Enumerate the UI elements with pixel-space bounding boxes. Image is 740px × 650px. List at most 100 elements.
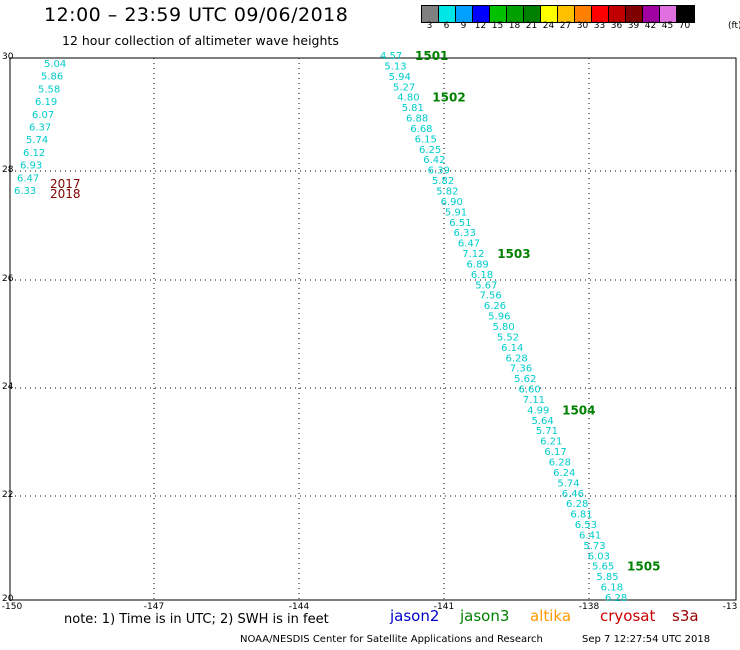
colorbar-unit: (ft): [728, 21, 740, 31]
colorbar-swatch: [456, 6, 473, 22]
wave-height-value: 6.28: [505, 353, 527, 364]
wave-height-value: 6.28: [549, 458, 571, 469]
longitude-tick-label: -13: [722, 602, 738, 612]
colorbar-swatch: [558, 6, 575, 22]
wave-height-value: 6.81: [570, 510, 592, 521]
wave-height-value: 6.03: [588, 551, 610, 562]
longitude-tick-label: -141: [433, 602, 455, 612]
colorbar-labels: 3 6 9 12 15 18 21 24 27 30 33 36 39 42 45 70: [421, 21, 693, 35]
satellite-legend-entry: jason3: [460, 607, 510, 625]
wave-height-value: 5.27: [393, 82, 415, 93]
satellite-legend-entry: jason2: [390, 607, 440, 625]
satellite-legend-entry: s3a: [672, 607, 699, 625]
footnote: note: 1) Time is in UTC; 2) SWH is in fe…: [64, 612, 329, 627]
wave-height-value: 5.71: [536, 426, 558, 437]
longitude-tick-label: -138: [578, 602, 600, 612]
wave-height-value: 5.04: [44, 59, 66, 70]
wave-height-value: 6.60: [518, 385, 540, 396]
wave-height-value: 6.53: [575, 520, 597, 531]
wave-height-value: 6.14: [501, 343, 523, 354]
satellite-legend-entry: altika: [530, 607, 572, 625]
colorbar-label: 21: [525, 21, 538, 31]
wave-height-value: 5.94: [389, 72, 411, 83]
longitude-tick-label: -147: [143, 602, 165, 612]
colorbar-swatch: [592, 6, 609, 22]
credit-line: NOAA/NESDIS Center for Satellite Applica…: [240, 634, 543, 645]
wave-height-value: 6.46: [562, 489, 584, 500]
wave-height-value: 6.41: [579, 530, 601, 541]
colorbar-label: 42: [644, 21, 657, 31]
wave-height-value: 4.57: [380, 51, 402, 62]
wave-height-value: 6.68: [410, 124, 432, 135]
wave-height-value: 6.37: [29, 123, 51, 134]
wave-height-value: 5.13: [384, 61, 406, 72]
wave-height-value: 5.65: [592, 562, 614, 573]
wave-height-value: 5.91: [445, 207, 467, 218]
wave-height-value: 5.85: [596, 572, 618, 583]
wave-height-value: 5.58: [38, 84, 60, 95]
wave-height-value: 5.82: [436, 187, 458, 198]
map-frame: [9, 57, 737, 601]
colorbar-swatch: [524, 6, 541, 22]
wave-height-value: 6.24: [553, 468, 575, 479]
latitude-tick-label: 24: [2, 382, 14, 392]
map-subtitle: 12 hour collection of altimeter wave hei…: [62, 33, 339, 48]
wave-height-value: 6.15: [415, 134, 437, 145]
colorbar-label: 3: [426, 21, 433, 31]
wave-height-value: 6.26: [484, 301, 506, 312]
colorbar-label: 70: [678, 21, 691, 31]
colorbar-swatch: [473, 6, 490, 22]
wave-height-value: 6.39: [428, 166, 450, 177]
wave-height-value: 7.56: [480, 291, 502, 302]
wave-height-value: 6.90: [441, 197, 463, 208]
pass-label: 2017: [50, 177, 81, 191]
wave-height-value: 6.88: [406, 114, 428, 125]
latitude-tick-label: 30: [2, 52, 14, 62]
colorbar-label: 12: [474, 21, 487, 31]
wave-height-value: 6.47: [458, 239, 480, 250]
wave-height-value: 6.33: [454, 228, 476, 239]
wave-height-value: 6.21: [540, 437, 562, 448]
wave-height-value: 6.28: [605, 593, 627, 604]
colorbar-label: 6: [443, 21, 450, 31]
wave-height-value: 5.64: [531, 416, 553, 427]
wave-height-value: 5.74: [26, 135, 48, 146]
wave-height-value: 6.42: [423, 155, 445, 166]
wave-height-value: 6.28: [566, 499, 588, 510]
wave-height-value: 5.74: [557, 478, 579, 489]
colorbar-label: 45: [661, 21, 674, 31]
colorbar-swatch: [643, 6, 660, 22]
credit-date: Sep 7 12:27:54 UTC 2018: [582, 634, 711, 645]
latitude-tick-label: 28: [2, 165, 14, 175]
wave-height-value: 6.51: [449, 218, 471, 229]
colorbar-swatch: [677, 6, 694, 22]
wave-height-value: 5.81: [402, 103, 424, 114]
wave-height-value: 7.12: [462, 249, 484, 260]
colorbar-label: 33: [593, 21, 606, 31]
longitude-tick-label: -144: [288, 602, 310, 612]
latitude-tick-label: 26: [2, 274, 14, 284]
wave-height-value: 5.52: [497, 332, 519, 343]
colorbar-label: 18: [508, 21, 521, 31]
colorbar-swatch: [439, 6, 456, 22]
wave-height-value: 5.73: [583, 541, 605, 552]
wave-height-value: 6.25: [419, 145, 441, 156]
colorbar-label: 27: [559, 21, 572, 31]
longitude-tick-label: -150: [1, 602, 23, 612]
wave-height-value: 6.07: [32, 110, 54, 121]
pass-label: 2018: [50, 187, 81, 201]
satellite-legend-entry: cryosat: [600, 607, 656, 625]
wave-height-value: 6.12: [23, 148, 45, 159]
latitude-tick-label: 20: [2, 594, 14, 604]
pass-label: 1503: [497, 247, 530, 261]
wave-height-value: 5.67: [475, 280, 497, 291]
wave-height-value: 7.36: [510, 364, 532, 375]
latitude-tick-label: 22: [2, 490, 14, 500]
colorbar-swatch: [575, 6, 592, 22]
colorbar-swatch: [422, 6, 439, 22]
wave-height-value: 6.93: [20, 161, 42, 172]
wave-height-value: 6.33: [14, 186, 36, 197]
pass-label: 1504: [562, 403, 595, 417]
wave-height-value: 6.18: [471, 270, 493, 281]
